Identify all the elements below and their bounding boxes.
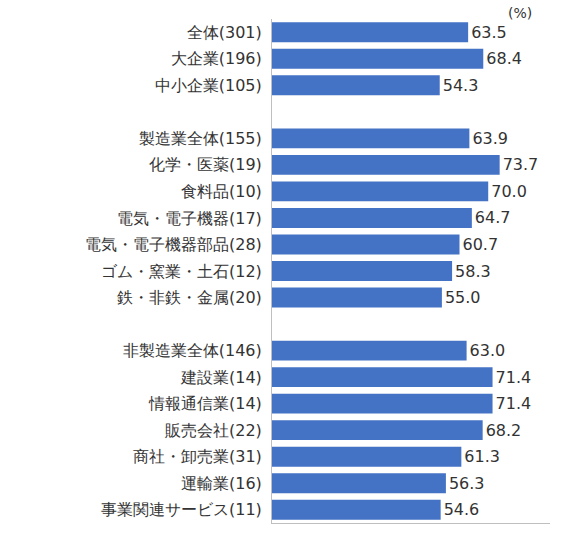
svg-text:鉄・非鉄・金属(20): 鉄・非鉄・金属(20) [117,288,262,307]
svg-text:61.3: 61.3 [464,447,500,466]
svg-text:化学・医薬(19): 化学・医薬(19) [149,155,262,174]
svg-text:54.3: 54.3 [443,76,479,95]
svg-text:71.4: 71.4 [496,368,532,387]
svg-text:56.3: 56.3 [449,474,485,493]
svg-text:情報通信業(14): 情報通信業(14) [148,394,262,413]
svg-text:60.7: 60.7 [463,235,499,254]
svg-text:63.0: 63.0 [470,341,506,360]
svg-text:58.3: 58.3 [455,262,491,281]
svg-text:食料品(10): 食料品(10) [181,182,262,201]
svg-text:ゴム・窯業・土石(12): ゴム・窯業・土石(12) [101,262,262,281]
svg-text:大企業(196): 大企業(196) [171,49,262,68]
svg-text:事業関連サービス(11): 事業関連サービス(11) [101,500,262,519]
svg-text:70.0: 70.0 [491,182,527,201]
svg-text:54.6: 54.6 [444,500,480,519]
svg-text:中小企業(105): 中小企業(105) [155,76,262,95]
svg-text:建設業(14): 建設業(14) [180,368,262,387]
svg-text:(%): (%) [508,5,532,21]
svg-text:63.5: 63.5 [471,23,507,42]
svg-text:商社・卸売業(31): 商社・卸売業(31) [133,447,262,466]
svg-text:71.4: 71.4 [496,394,532,413]
svg-text:64.7: 64.7 [475,208,511,227]
svg-text:68.4: 68.4 [486,49,522,68]
svg-text:電気・電子機器(17): 電気・電子機器(17) [117,209,262,228]
svg-text:68.2: 68.2 [486,421,522,440]
svg-text:製造業全体(155): 製造業全体(155) [139,129,262,148]
svg-text:全体(301): 全体(301) [187,23,262,42]
svg-text:電気・電子機器部品(28): 電気・電子機器部品(28) [85,235,262,254]
svg-text:非製造業全体(146): 非製造業全体(146) [123,341,262,360]
svg-text:55.0: 55.0 [445,288,481,307]
svg-text:販売会社(22): 販売会社(22) [165,421,262,440]
svg-text:運輸業(16): 運輸業(16) [181,474,262,493]
svg-text:63.9: 63.9 [472,129,508,148]
svg-text:73.7: 73.7 [503,155,539,174]
